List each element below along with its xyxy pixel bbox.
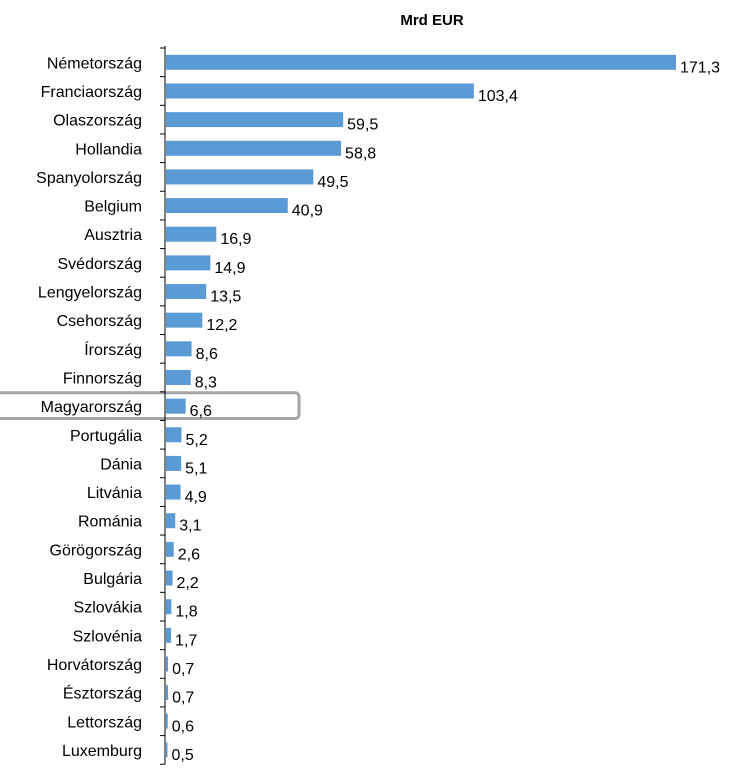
category-label: Írország [84,340,142,359]
bar-Németország [166,54,676,70]
bar-Hollandia [166,140,342,156]
value-label: 1,8 [175,604,197,621]
category-label: Szlovénia [73,628,142,645]
value-label: 13,5 [210,289,241,306]
value-label: 5,1 [185,460,207,477]
category-label: Lettország [67,714,142,731]
highlight-box [0,391,301,420]
value-label: 103,4 [478,88,518,105]
category-label: Hollandia [75,141,142,158]
value-label: 5,2 [185,432,207,449]
bar-Szlovákia [166,599,172,615]
category-label: Görögország [50,542,143,559]
category-label: Finnország [63,370,142,387]
bar-Franciaország [166,83,474,99]
value-label: 14,9 [214,260,245,277]
value-label: 0,6 [172,718,194,735]
category-label: Dánia [100,456,142,473]
bar-Luxemburg [166,742,168,758]
bar-Bulgária [166,570,173,586]
value-label: 8,6 [196,346,218,363]
category-label: Franciaország [41,84,142,101]
category-label: Magyarország [41,399,142,416]
value-label: 49,5 [317,174,348,191]
category-label: Szlovákia [74,600,143,617]
value-label: 0,5 [171,747,193,764]
category-label: Horvátország [47,657,142,674]
value-label: 171,3 [680,59,720,76]
value-label: 2,2 [177,575,199,592]
value-label: 59,5 [347,117,378,134]
bar-Svédország [166,255,211,271]
category-label: Lengyelország [38,285,142,302]
bar-Észtország [166,685,169,701]
category-label: Spanyolország [36,170,142,187]
bar-Ausztria [166,226,217,242]
bar-Belgium [166,198,288,214]
value-label: 58,8 [345,145,376,162]
bar-Horvátország [166,656,169,672]
value-label: 2,6 [178,546,200,563]
category-label: Olaszország [53,113,142,130]
category-label: Litvánia [87,485,142,502]
bar-Spanyolország [166,169,314,185]
value-label: 6,6 [190,403,212,420]
value-label: 0,7 [172,661,194,678]
value-label: 4,9 [185,489,207,506]
bar-Magyarország [166,398,186,414]
value-label: 3,1 [179,518,201,535]
value-label: 0,7 [172,690,194,707]
bar-Litvánia [166,484,181,500]
category-label: Csehország [57,313,142,330]
category-label: Németország [47,55,142,72]
category-label: Bulgária [83,571,142,588]
category-label: Portugália [70,428,142,445]
bar-Görögország [166,541,174,557]
bar-Dánia [166,455,182,471]
value-label: 1,7 [175,632,197,649]
bar-Finnország [166,369,191,385]
value-label: 40,9 [292,203,323,220]
bar-Lettország [166,713,168,729]
category-label: Románia [78,514,142,531]
bar-Szlovénia [166,627,172,643]
category-label: Svédország [58,256,143,273]
value-label: 8,3 [195,374,217,391]
category-label: Észtország [63,684,142,703]
bar-Csehország [166,312,203,328]
category-label: Belgium [84,199,142,216]
category-label: Luxemburg [62,743,142,760]
chart-title: Mrd EUR [400,12,464,29]
bar-Írország [166,341,192,357]
category-label: Ausztria [84,227,142,244]
bar-Románia [166,513,176,529]
bar-Olaszország [166,112,344,128]
bar-Portugália [166,427,182,443]
bar-Lengyelország [166,284,207,300]
value-label: 12,2 [206,317,237,334]
value-label: 16,9 [220,231,251,248]
